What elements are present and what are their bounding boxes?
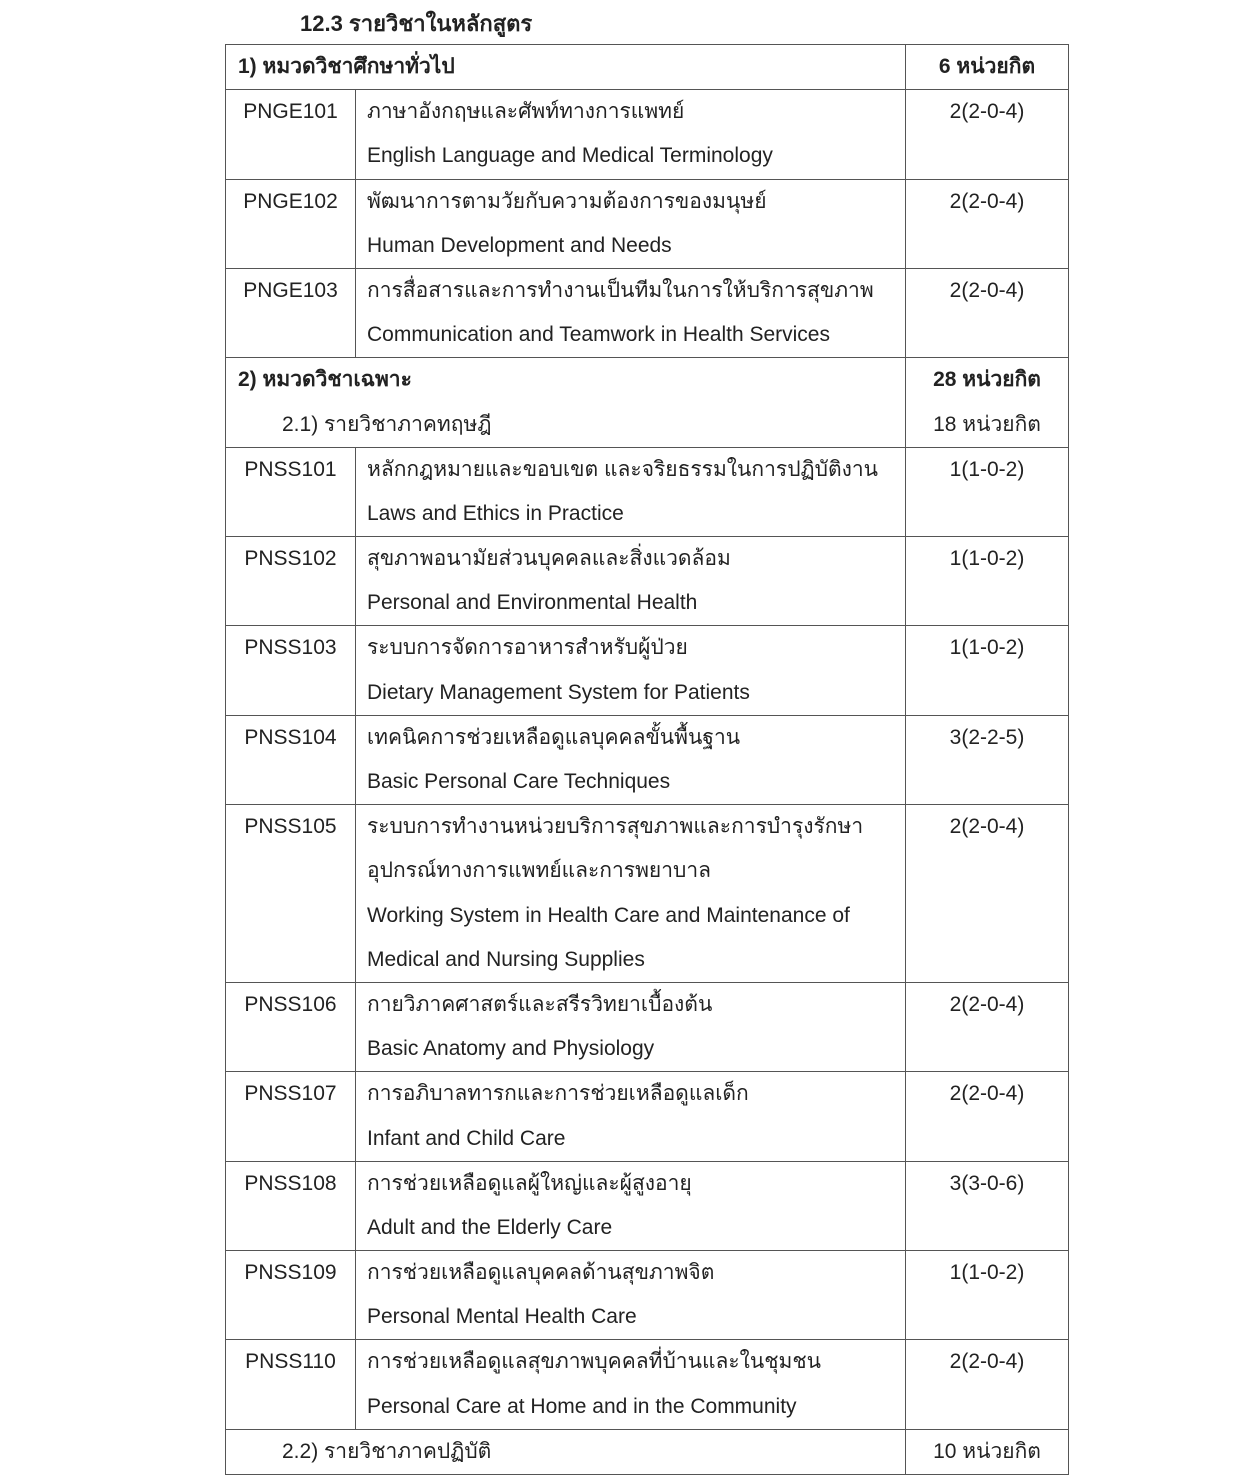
subcategory-label: 2.1) รายวิชาภาคทฤษฎี (282, 412, 492, 436)
course-code: PNSS110 (245, 1350, 336, 1374)
course-name-line: Personal Care at Home and in the Communi… (367, 1394, 797, 1418)
course-row: PNSS102 สุขภาพอนามัยส่วนบุคคลและสิ่งแวดล้… (225, 536, 1070, 627)
course-name-line: Communication and Teamwork in Health Ser… (367, 323, 830, 347)
course-code: PNSS104 (244, 725, 337, 749)
course-code: PNGE102 (243, 189, 338, 213)
course-name-line: การช่วยเหลือดูแลผู้ใหญ่และผู้สูงอายุ (367, 1171, 692, 1195)
course-name-line: Basic Personal Care Techniques (367, 770, 671, 793)
course-code: PNSS107 (244, 1082, 337, 1106)
course-row: PNSS109 การช่วยเหลือดูแลบุคคลด้านสุขภาพจิ… (225, 1250, 1070, 1341)
course-credits: 2(2-0-4) (949, 189, 1025, 213)
course-name-line: การอภิบาลทารกและการช่วยเหลือดูแลเด็ก (367, 1082, 749, 1106)
course-name-line: ภาษาอังกฤษและศัพท์ทางการแพทย์ (367, 100, 685, 124)
course-code: PNSS101 (244, 457, 337, 481)
course-row: PNSS104 เทคนิคการช่วยเหลือดูแลบุคคลขั้นพื… (225, 714, 1070, 806)
course-name-line: สุขภาพอนามัยส่วนบุคคลและสิ่งแวดล้อม (367, 547, 731, 571)
course-name-line: พัฒนาการตามวัยกับความต้องการของมนุษย์ (367, 189, 767, 213)
course-code: PNSS108 (244, 1171, 337, 1195)
course-credits: 1(1-0-2) (949, 1261, 1025, 1285)
course-code: PNSS102 (244, 547, 337, 571)
course-row: PNGE102 พัฒนาการตามวัยกับความต้องการของมน… (225, 178, 1070, 269)
subcategory-row: 2.2) รายวิชาภาคปฏิบัติ 10 หน่วยกิต (224, 1428, 1070, 1475)
category-label: 1) หมวดวิชาศึกษาทั่วไป (238, 55, 455, 78)
course-credits: 1(1-0-2) (949, 636, 1025, 660)
section-title: 12.3 รายวิชาในหลักสูตร (300, 11, 533, 36)
course-name-line: Infant and Child Care (367, 1126, 566, 1150)
course-row: PNSS103 ระบบการจัดการอาหารสำหรับผู้ป่วย Di… (225, 625, 1070, 716)
course-name-line: เทคนิคการช่วยเหลือดูแลบุคคลขั้นพื้นฐาน (367, 725, 741, 749)
course-row: PNSS110 การช่วยเหลือดูแลสุขภาพบุคคลที่บ้า… (225, 1339, 1070, 1430)
course-row: PNSS108 การช่วยเหลือดูแลผู้ใหญ่และผู้สูงอ… (225, 1160, 1070, 1252)
course-row: PNSS106 กายวิภาคศาสตร์และสรีรวิทยาเบื้องต… (225, 981, 1070, 1073)
course-credits: 2(2-0-4) (949, 100, 1025, 124)
course-code: PNSS103 (244, 636, 337, 660)
course-code: PNGE103 (243, 278, 338, 302)
course-code: PNSS106 (244, 992, 337, 1016)
course-credits: 2(2-0-4) (949, 992, 1025, 1016)
course-credits: 1(1-0-2) (949, 547, 1025, 571)
course-credits: 2(2-0-4) (949, 278, 1025, 302)
course-credits: 3(3-0-6) (949, 1171, 1025, 1195)
subcategory-credits: 18 หน่วยกิต (933, 412, 1041, 436)
course-credits: 2(2-0-4) (949, 1350, 1025, 1374)
course-name-line: Dietary Management System for Patients (367, 680, 750, 704)
course-name-line: Medical and Nursing Supplies (367, 947, 645, 971)
course-name-line: การช่วยเหลือดูแลสุขภาพบุคคลที่บ้านและในช… (367, 1350, 821, 1374)
course-credits: 3(2-2-5) (949, 725, 1025, 749)
course-credits: 2(2-0-4) (949, 815, 1025, 839)
course-name-line: Personal Mental Health Care (367, 1305, 637, 1329)
course-name-line: ระบบการทำงานหน่วยบริการสุขภาพและการบำรุง… (367, 815, 864, 839)
course-name-line: การสื่อสารและการทำงานเป็นทีมในการให้บริก… (367, 278, 874, 302)
category-credits: 6 หน่วยกิต (938, 55, 1036, 78)
category-label: 2) หมวดวิชาเฉพาะ (238, 368, 412, 392)
course-code: PNSS109 (244, 1261, 337, 1285)
course-name-line: Laws and Ethics in Practice (367, 501, 624, 525)
course-name-line: Working System in Health Care and Mainte… (367, 903, 850, 927)
curriculum-table: 1) หมวดวิชาศึกษาทั่วไป 6 หน่วยกิต PNGE101 ภ… (224, 43, 1070, 1475)
course-name-line: การช่วยเหลือดูแลบุคคลด้านสุขภาพจิต (367, 1261, 715, 1285)
category-row: 1) หมวดวิชาศึกษาทั่วไป 6 หน่วยกิต (224, 43, 1070, 91)
course-name-line: English Language and Medical Terminology (367, 144, 773, 168)
course-credits: 1(1-0-2) (949, 457, 1025, 481)
course-code: PNGE101 (243, 100, 338, 124)
course-name-line: อุปกรณ์ทางการแพทย์และการพยาบาล (367, 859, 712, 883)
course-row: PNSS105 ระบบการทำงานหน่วยบริการสุขภาพและก… (225, 804, 1070, 983)
course-row: PNSS101 หลักกฎหมายและขอบเขต และจริยธรรมใน… (225, 446, 1070, 538)
category-credits: 28 หน่วยกิต (933, 368, 1041, 392)
subcategory-credits: 10 หน่วยกิต (933, 1439, 1041, 1463)
course-name-line: Human Development and Needs (367, 233, 672, 257)
course-name-line: Adult and the Elderly Care (367, 1215, 613, 1239)
course-name-line: Basic Anatomy and Physiology (367, 1037, 655, 1061)
subcategory-label: 2.2) รายวิชาภาคปฏิบัติ (282, 1439, 492, 1463)
course-name-line: หลักกฎหมายและขอบเขต และจริยธรรมในการปฏิบ… (367, 457, 878, 481)
course-row: PNGE101 ภาษาอังกฤษและศัพท์ทางการแพทย์ Engl… (225, 89, 1070, 180)
course-name-line: ระบบการจัดการอาหารสำหรับผู้ป่วย (367, 636, 688, 660)
course-name-line: กายวิภาคศาสตร์และสรีรวิทยาเบื้องต้น (367, 992, 713, 1016)
course-row: PNGE103 การสื่อสารและการทำงานเป็นทีมในการ… (225, 267, 1070, 359)
course-row: PNSS107 การอภิบาลทารกและการช่วยเหลือดูแลเ… (225, 1071, 1070, 1162)
category-row: 2) หมวดวิชาเฉพาะ 2.1) รายวิชาภาคทฤษฎี 28 ห… (224, 357, 1070, 448)
course-credits: 2(2-0-4) (949, 1082, 1025, 1106)
course-name-line: Personal and Environmental Health (367, 591, 698, 615)
course-code: PNSS105 (244, 815, 337, 839)
